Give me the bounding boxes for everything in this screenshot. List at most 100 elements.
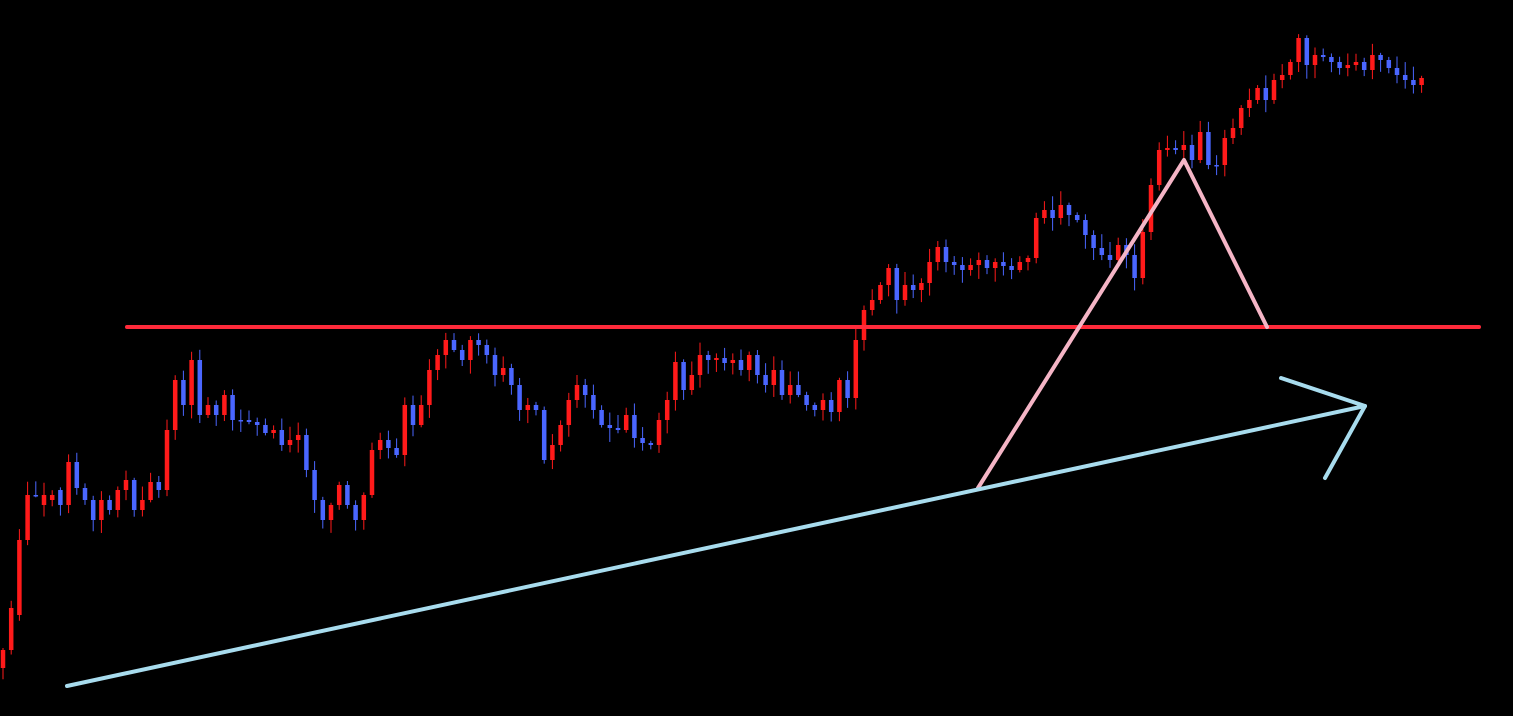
candle-body [492,355,498,375]
candle-body [115,490,121,510]
candle-body [607,425,613,428]
candle [1206,121,1211,170]
candle [476,333,481,356]
candle-body [566,400,572,425]
candle [1033,212,1039,264]
uptrend-arrow-shaft [65,404,1367,688]
candle-body [648,443,654,445]
candle-body [869,300,875,310]
candle-body [525,405,531,410]
candle [353,500,358,531]
candle [377,432,383,460]
candle [402,397,408,467]
candle-body [779,370,785,395]
candle-body [910,285,916,290]
candle-body [1370,55,1375,70]
candle-body [377,440,383,450]
candle [1353,53,1359,71]
candle [558,420,563,452]
candle [1329,53,1334,73]
candle-body [140,500,145,510]
candle [435,349,440,381]
candle-body [1304,38,1310,65]
candle [1066,202,1072,227]
candle [714,353,719,372]
candle [1345,53,1351,77]
candle [443,332,449,369]
candle-body [369,450,375,495]
candle [238,409,244,432]
candle [984,255,990,275]
candle [623,407,629,433]
candle [1370,43,1375,80]
candle-body [1025,258,1031,262]
candle-body [632,415,637,438]
candle [328,502,334,533]
candle [484,339,490,364]
candle [336,481,342,510]
candle [656,412,662,453]
candle [525,397,531,424]
candle [148,472,153,503]
candle [8,600,14,655]
candle-body [755,355,760,375]
candle-body [336,485,342,505]
candle-body [435,355,440,370]
candle-body [1378,55,1383,60]
candle [279,418,285,451]
candle-body [673,362,678,400]
candle-body [771,370,777,385]
candle-body [746,355,752,370]
candle [263,418,268,436]
candle [492,347,498,387]
candle-body [828,400,834,412]
candle-body [1238,108,1244,128]
candle-body [156,482,162,490]
candle-body [222,395,227,415]
candle [1271,73,1277,104]
candle-body [582,385,588,395]
candle [894,263,900,314]
candle-body [1329,57,1334,62]
candle-body [804,395,809,405]
candle-body [33,495,39,497]
candle [1247,88,1252,117]
candle [320,496,326,529]
candle [1378,52,1383,72]
candle [722,347,727,371]
candle-body [730,360,736,363]
candle [566,392,572,437]
candle [697,342,703,388]
candle [287,426,293,453]
candle-body [254,422,260,425]
candle [755,350,760,384]
candle [1083,214,1088,249]
candle-body [451,340,457,350]
candle-body [1263,88,1269,100]
candle-body [1247,100,1252,108]
candle [230,389,235,431]
candle-body [681,362,686,390]
candle-body [1222,138,1228,165]
candle [140,486,145,517]
candle [361,492,367,530]
candle-body [1320,55,1326,57]
candle [394,438,399,458]
candle-body [1279,75,1285,80]
candle [1361,57,1367,77]
candle-body [541,410,547,460]
candle-body [82,488,88,500]
candle-body [1140,232,1146,278]
candle-body [476,340,481,345]
candle [541,406,547,464]
candle-body [443,340,449,355]
candle [1255,85,1260,104]
candle-body [1009,266,1014,270]
annotations-layer [65,158,1481,688]
candle-body [25,495,30,540]
candle [254,417,260,436]
candle [1386,56,1392,74]
candle-body [664,400,670,420]
candle [705,350,711,374]
candle [845,371,850,408]
